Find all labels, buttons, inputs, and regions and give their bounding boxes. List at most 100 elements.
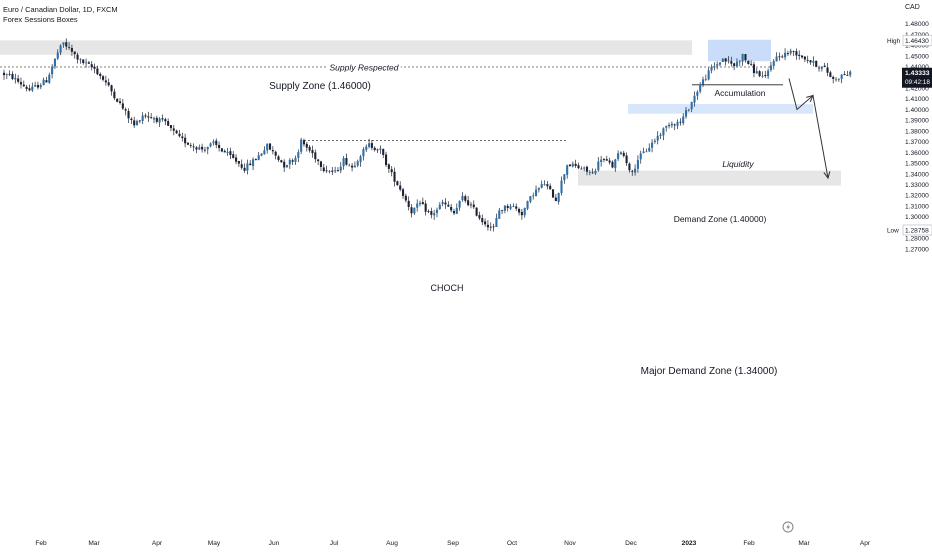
candle[interactable] xyxy=(2,69,6,80)
candle[interactable] xyxy=(5,73,8,80)
candle[interactable] xyxy=(362,147,365,161)
candle[interactable] xyxy=(133,116,136,128)
candle[interactable] xyxy=(832,75,835,84)
candle[interactable] xyxy=(186,142,189,146)
candle[interactable] xyxy=(158,117,161,128)
candle[interactable] xyxy=(305,141,308,152)
candle[interactable] xyxy=(784,48,787,61)
candle[interactable] xyxy=(837,78,840,82)
candle[interactable] xyxy=(843,71,846,76)
candle[interactable] xyxy=(611,160,614,169)
candle[interactable] xyxy=(551,189,555,199)
candle[interactable] xyxy=(673,123,676,131)
candle[interactable] xyxy=(93,63,96,74)
demand-zone[interactable] xyxy=(628,104,813,114)
candle[interactable] xyxy=(39,83,42,90)
candle[interactable] xyxy=(634,164,637,176)
candle[interactable] xyxy=(155,115,158,124)
candle[interactable] xyxy=(164,117,167,126)
candle[interactable] xyxy=(314,149,317,163)
candle[interactable] xyxy=(662,127,665,141)
candle[interactable] xyxy=(356,159,359,168)
candle[interactable] xyxy=(469,201,472,209)
candle[interactable] xyxy=(846,70,849,76)
candle[interactable] xyxy=(600,155,603,167)
candle[interactable] xyxy=(526,200,529,211)
candle[interactable] xyxy=(659,132,662,140)
candle[interactable] xyxy=(413,207,416,215)
candle[interactable] xyxy=(829,70,832,78)
candle[interactable] xyxy=(452,208,456,216)
candle[interactable] xyxy=(696,90,699,100)
candle[interactable] xyxy=(809,60,812,65)
candles-group[interactable] xyxy=(2,38,852,232)
candle[interactable] xyxy=(302,138,306,147)
candle[interactable] xyxy=(619,151,622,155)
candle[interactable] xyxy=(588,170,591,176)
candle[interactable] xyxy=(472,200,475,209)
candle[interactable] xyxy=(427,209,430,214)
candle[interactable] xyxy=(665,125,668,132)
candle[interactable] xyxy=(817,65,821,72)
candle[interactable] xyxy=(433,209,436,220)
candle[interactable] xyxy=(215,138,218,149)
candle[interactable] xyxy=(464,194,467,203)
candle[interactable] xyxy=(319,160,323,171)
candle[interactable] xyxy=(792,50,795,57)
candle[interactable] xyxy=(167,118,170,127)
candle[interactable] xyxy=(266,143,269,154)
candle[interactable] xyxy=(68,42,71,50)
candle[interactable] xyxy=(639,150,642,164)
candle[interactable] xyxy=(181,132,184,142)
candle[interactable] xyxy=(300,137,303,155)
candle[interactable] xyxy=(806,55,809,64)
candle[interactable] xyxy=(373,146,376,152)
candle[interactable] xyxy=(172,124,175,136)
candle[interactable] xyxy=(19,77,23,89)
candle[interactable] xyxy=(509,204,512,211)
candle[interactable] xyxy=(625,152,628,167)
candle[interactable] xyxy=(169,124,173,132)
candle[interactable] xyxy=(348,163,351,167)
candle[interactable] xyxy=(617,150,620,162)
candle[interactable] xyxy=(107,78,110,87)
candle[interactable] xyxy=(79,58,82,64)
candle[interactable] xyxy=(113,88,116,101)
candle[interactable] xyxy=(118,97,122,105)
candle[interactable] xyxy=(755,67,758,74)
candle[interactable] xyxy=(801,55,804,59)
candle[interactable] xyxy=(826,62,829,77)
candle[interactable] xyxy=(359,154,362,167)
candle[interactable] xyxy=(17,74,20,84)
candle[interactable] xyxy=(764,70,767,79)
candle[interactable] xyxy=(738,60,741,67)
candle[interactable] xyxy=(178,129,181,138)
candle[interactable] xyxy=(481,214,484,226)
candle[interactable] xyxy=(370,140,373,151)
candle[interactable] xyxy=(789,48,792,56)
candle[interactable] xyxy=(682,113,685,126)
candle[interactable] xyxy=(271,146,274,155)
candle[interactable] xyxy=(461,192,464,202)
candle[interactable] xyxy=(568,164,572,167)
candle[interactable] xyxy=(537,187,540,193)
candle[interactable] xyxy=(823,62,826,68)
candle[interactable] xyxy=(834,76,838,82)
candle[interactable] xyxy=(73,51,76,59)
candle[interactable] xyxy=(486,220,489,231)
projection-path[interactable] xyxy=(788,78,831,180)
candle[interactable] xyxy=(750,60,753,67)
candle[interactable] xyxy=(679,118,682,126)
candle[interactable] xyxy=(747,60,750,65)
candle[interactable] xyxy=(297,149,300,163)
candle[interactable] xyxy=(379,145,382,154)
candle[interactable] xyxy=(622,150,625,158)
candle[interactable] xyxy=(820,66,823,72)
candle[interactable] xyxy=(532,192,535,200)
candle[interactable] xyxy=(147,111,150,122)
candle[interactable] xyxy=(645,148,648,153)
lightning-icon[interactable] xyxy=(782,521,794,533)
candle[interactable] xyxy=(342,155,345,170)
candle[interactable] xyxy=(518,207,521,216)
candle[interactable] xyxy=(226,148,229,156)
